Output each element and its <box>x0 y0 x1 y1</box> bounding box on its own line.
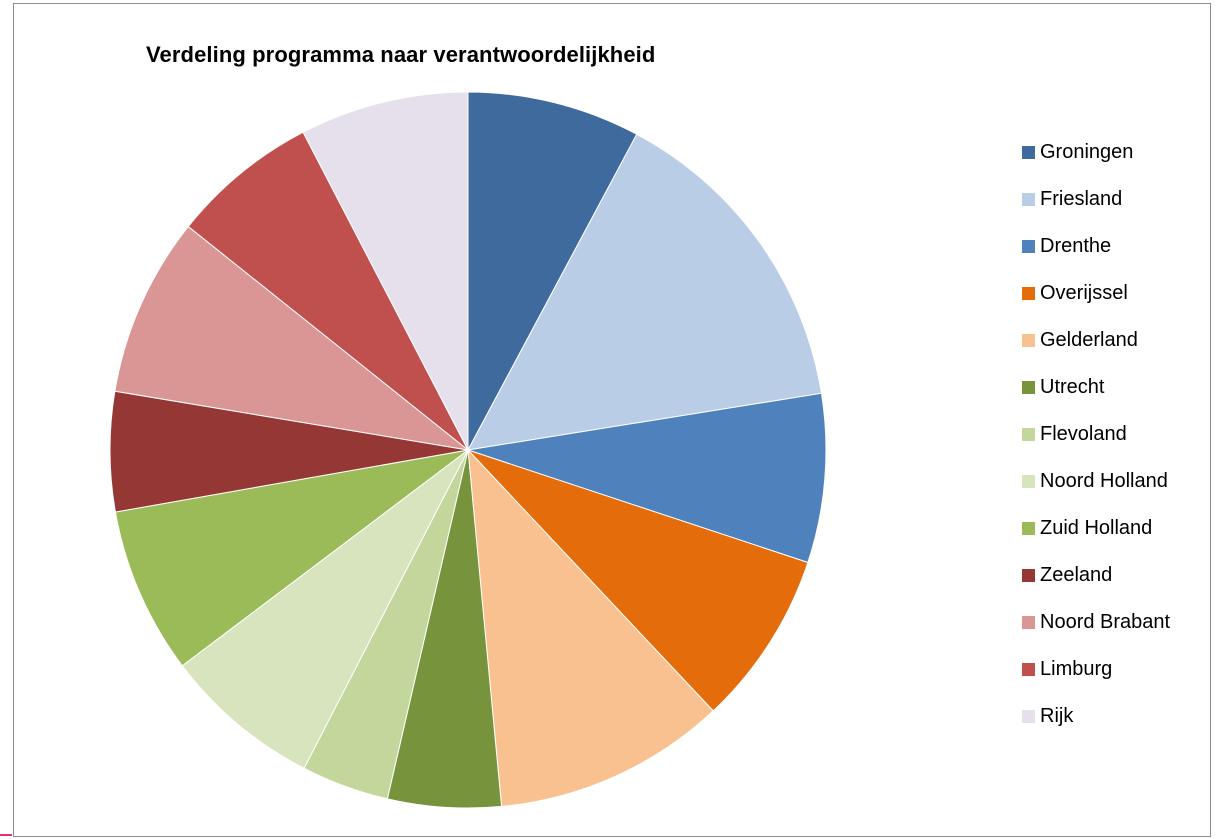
chart-title: Verdeling programma naar verantwoordelij… <box>146 42 656 67</box>
legend-item-utrecht: Utrecht <box>1022 364 1216 411</box>
legend-swatch <box>1022 522 1035 535</box>
legend-label: Zuid Holland <box>1040 517 1153 539</box>
legend-item-groningen: Groningen <box>1022 129 1216 176</box>
legend-swatch <box>1022 146 1035 159</box>
legend-swatch <box>1022 475 1035 488</box>
pie-slice-friesland <box>467 133 823 451</box>
legend-swatch <box>1022 569 1035 582</box>
pie-slice-limburg <box>187 131 469 451</box>
legend-label: Zeeland <box>1040 564 1113 586</box>
legend-swatch <box>1022 240 1035 253</box>
chart-area: Verdeling programma naar verantwoordelij… <box>13 3 1211 837</box>
legend-item-zeeland: Zeeland <box>1022 552 1216 599</box>
legend-swatch <box>1022 381 1035 394</box>
pie-slice-drenthe <box>467 392 827 564</box>
legend-item-drenthe: Drenthe <box>1022 223 1216 270</box>
legend-item-flevoland: Flevoland <box>1022 411 1216 458</box>
legend-label: Noord Brabant <box>1040 611 1171 633</box>
legend-item-friesland: Friesland <box>1022 176 1216 223</box>
legend-label: Friesland <box>1040 188 1123 210</box>
pie-slice-zuid-holland <box>114 449 469 667</box>
legend-item-noord-holland: Noord Holland <box>1022 458 1216 505</box>
legend-item-zuid-holland: Zuid Holland <box>1022 505 1216 552</box>
legend-label: Gelderland <box>1040 329 1138 351</box>
legend-swatch <box>1022 616 1035 629</box>
chart-legend: Groningen Friesland Drenthe Overijssel Gelde… <box>1022 129 1216 740</box>
pie-slice-gelderland <box>467 448 714 807</box>
legend-swatch <box>1022 193 1035 206</box>
legend-item-overijssel: Overijssel <box>1022 270 1216 317</box>
corner-mark <box>0 834 12 836</box>
legend-label: Rijk <box>1040 705 1074 727</box>
legend-label: Overijssel <box>1040 282 1128 304</box>
legend-label: Flevoland <box>1040 423 1127 445</box>
legend-swatch <box>1022 428 1035 441</box>
legend-swatch <box>1022 663 1035 676</box>
legend-swatch <box>1022 287 1035 300</box>
legend-item-rijk: Rijk <box>1022 693 1216 740</box>
pie-slice-rijk <box>302 91 469 451</box>
legend-label: Limburg <box>1040 658 1113 680</box>
legend-label: Groningen <box>1040 141 1134 163</box>
pie-slice-overijssel <box>467 449 809 712</box>
pie-slice-noord-brabant <box>114 225 470 451</box>
legend-item-noord-brabant: Noord Brabant <box>1022 599 1216 646</box>
legend-label: Noord Holland <box>1040 470 1168 492</box>
legend-item-gelderland: Gelderland <box>1022 317 1216 364</box>
legend-label: Utrecht <box>1040 376 1105 398</box>
pie-chart <box>109 91 827 809</box>
legend-item-limburg: Limburg <box>1022 646 1216 693</box>
legend-label: Drenthe <box>1040 235 1112 257</box>
pie-slice-groningen <box>467 91 638 451</box>
legend-swatch <box>1022 334 1035 347</box>
legend-swatch <box>1022 710 1035 723</box>
pie-slice-noord-holland <box>181 449 469 769</box>
